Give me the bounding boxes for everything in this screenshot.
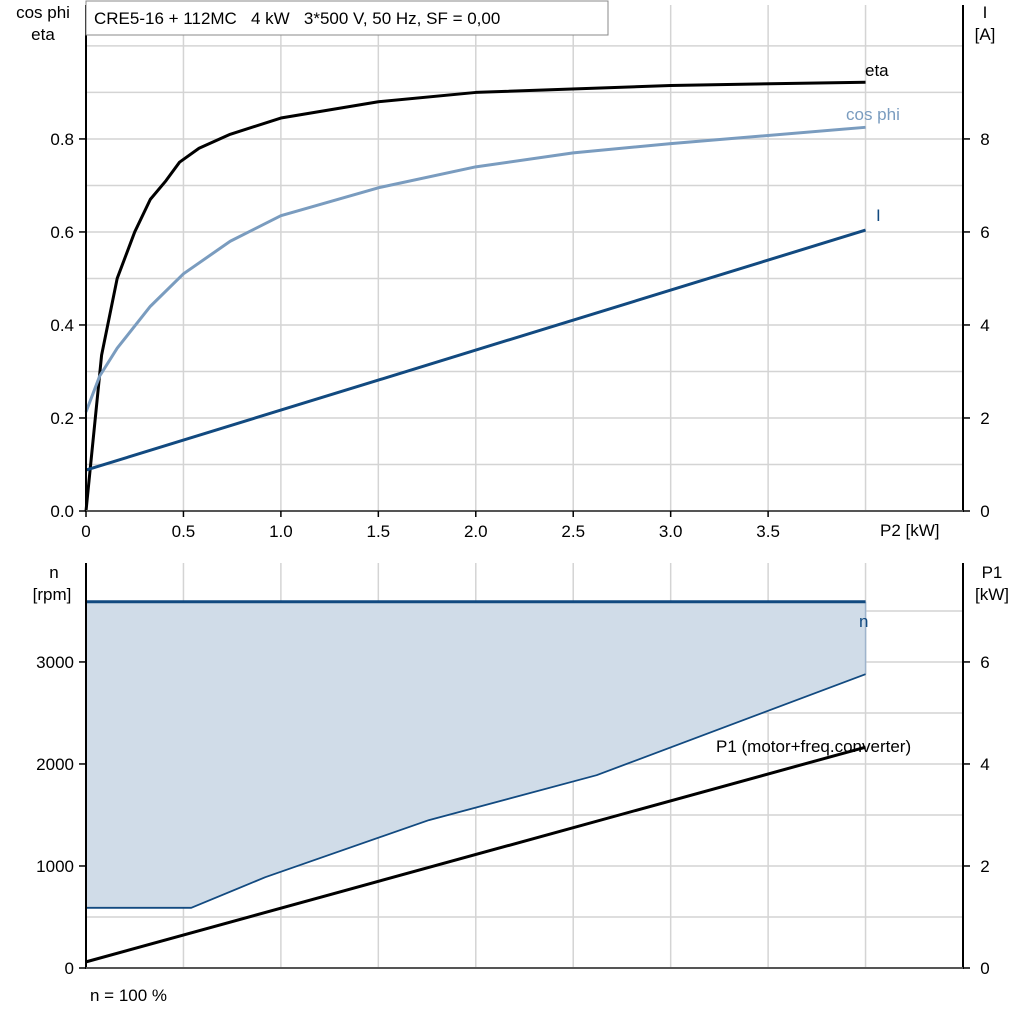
y-right-tick-label: 6 (980, 653, 989, 672)
x-tick-label: 2.5 (561, 522, 585, 541)
title-box (85, 0, 609, 36)
y-right-tick-label: 4 (980, 316, 989, 335)
y-left-tick-label: 0.8 (50, 130, 74, 149)
y-right-tick-label: 6 (980, 223, 989, 242)
x-tick-label: 1.5 (367, 522, 391, 541)
label-current: I (876, 206, 881, 225)
top-ylabel-left-1: cos phi (16, 3, 70, 22)
y-left-tick-label: 0.2 (50, 409, 74, 428)
bottom-ylabel-left-2: [rpm] (33, 585, 72, 604)
operating-range-fill (86, 601, 866, 908)
y-left-tick-label: 0.6 (50, 223, 74, 242)
label-cos-phi: cos phi (846, 105, 900, 124)
label-p1: P1 (motor+freq.converter) (716, 737, 911, 756)
top-xlabel: P2 [kW] (880, 521, 940, 540)
chart-title: CRE5-16 + 112MC 4 kW 3*500 V, 50 Hz, SF … (94, 9, 500, 28)
y-right-tick-label: 2 (980, 857, 989, 876)
x-tick-label: 2.0 (464, 522, 488, 541)
series-line-cos (84, 125, 866, 413)
series-line-eta (84, 80, 866, 512)
top-ylabel-right-2: [A] (975, 25, 996, 44)
bottom-ylabel-left-1: n (49, 563, 58, 582)
series-marks (84, 80, 867, 964)
series-line-lower-limit (86, 673, 866, 909)
y-left-tick-label: 0.4 (50, 316, 74, 335)
y-right-tick-label: 2 (980, 409, 989, 428)
x-tick-label: 3.5 (756, 522, 780, 541)
label-eta: eta (865, 61, 889, 80)
top-grid (86, 5, 963, 511)
x-tick-label: 0 (81, 522, 90, 541)
bottom-ylabel-right-2: [kW] (975, 585, 1009, 604)
series-line-i (85, 228, 866, 472)
label-n: n (859, 612, 868, 631)
y-right-tick-label: 0 (980, 959, 989, 978)
top-ylabel-right-1: I (983, 3, 988, 22)
x-tick-label: 0.5 (172, 522, 196, 541)
bottom-ylabel-right-1: P1 (982, 563, 1003, 582)
y-left-tick-label: 3000 (36, 653, 74, 672)
axes: 0.0 0.2 0.4 0.6 0.8 0 2 4 6 8 0 0.5 1.0 1.5 2.0 2.5 3.0 3… (36, 5, 990, 978)
bottom-footnote: n = 100 % (90, 986, 167, 1005)
x-tick-label: 1.0 (269, 522, 293, 541)
y-right-tick-label: 4 (980, 755, 989, 774)
y-left-tick-label: 1000 (36, 857, 74, 876)
top-ylabel-left-2: eta (31, 25, 55, 44)
y-right-tick-label: 8 (980, 130, 989, 149)
y-left-tick-label: 0.0 (50, 502, 74, 521)
series-line-p1 (85, 745, 866, 964)
y-left-tick-label: 2000 (36, 755, 74, 774)
y-right-tick-label: 0 (980, 502, 989, 521)
y-left-tick-label: 0 (65, 959, 74, 978)
x-tick-label: 3.0 (659, 522, 683, 541)
